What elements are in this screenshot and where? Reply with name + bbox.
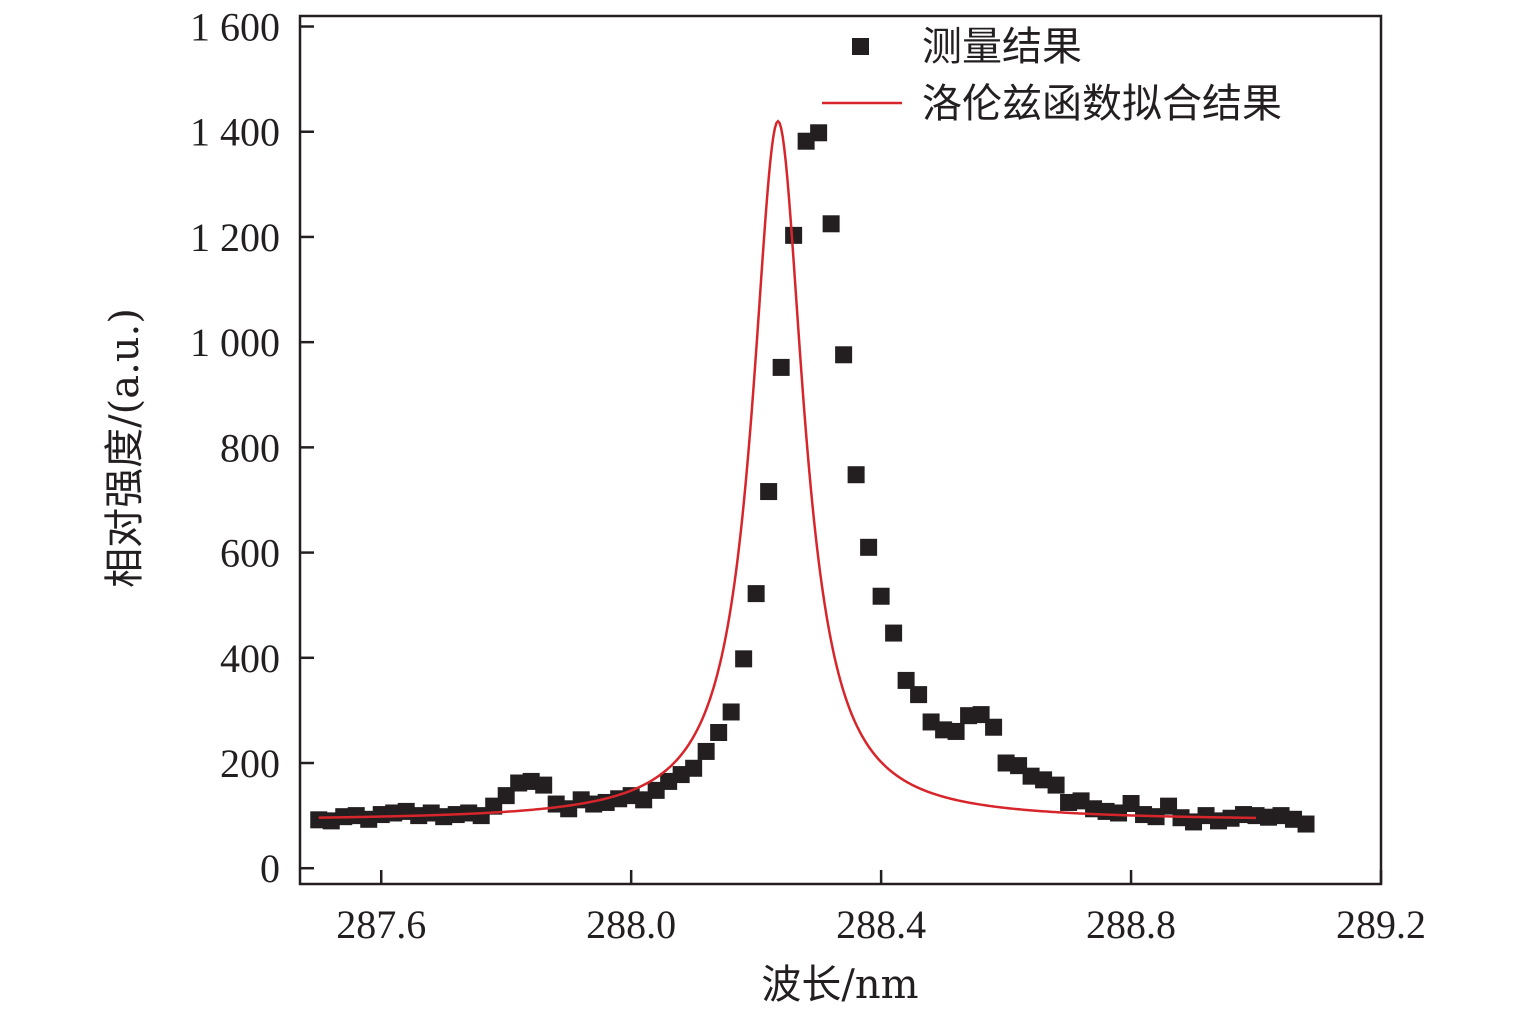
data-point: [722, 703, 740, 721]
data-point: [910, 686, 928, 704]
data-point: [747, 585, 765, 603]
data-point: [885, 624, 903, 642]
data-point: [810, 124, 828, 142]
data-point: [835, 346, 853, 364]
y-tick-label: 0: [260, 846, 280, 891]
data-point: [772, 358, 790, 376]
measured-series: [310, 124, 1315, 833]
data-point: [685, 759, 703, 777]
y-tick-label: 400: [220, 636, 280, 681]
data-point: [897, 671, 915, 689]
x-tick-label: 288.8: [1086, 902, 1176, 947]
data-point: [872, 587, 890, 605]
legend: 测量结果 洛伦兹函数拟合结果: [822, 24, 1282, 127]
data-point: [947, 722, 965, 740]
y-axis-title: 相对强度/(a.u.): [102, 308, 148, 588]
data-point: [1297, 815, 1315, 833]
data-point: [822, 215, 840, 233]
x-tick-label: 288.4: [836, 902, 926, 947]
plot-frame: [298, 14, 1383, 886]
x-tick-label: 288.0: [586, 902, 676, 947]
y-tick-label: 600: [220, 531, 280, 576]
data-point: [860, 538, 878, 556]
data-point: [697, 742, 715, 760]
legend-label-measured: 测量结果: [922, 24, 1082, 70]
data-point: [710, 723, 728, 741]
y-tick-label: 1 200: [190, 215, 280, 260]
data-point: [985, 718, 1003, 736]
data-point: [760, 483, 778, 501]
data-point: [785, 226, 803, 244]
x-tick-label: 287.6: [336, 902, 426, 947]
y-axis-ticks: 0 200 400 600 800 1 000 1 200 1 400 1 600: [190, 5, 314, 891]
fit-series: [318, 119, 1257, 820]
data-point: [735, 650, 753, 668]
y-tick-label: 1 000: [190, 320, 280, 365]
plot-border: [298, 14, 1383, 886]
x-axis-title: 波长/nm: [761, 962, 918, 1008]
y-tick-label: 200: [220, 741, 280, 786]
y-tick-label: 1 400: [190, 110, 280, 155]
legend-label-fit: 洛伦兹函数拟合结果: [922, 81, 1282, 127]
data-point: [1047, 776, 1065, 794]
legend-marker-measured: [852, 38, 869, 55]
fit-line: [318, 119, 1257, 820]
x-tick-label: 289.2: [1336, 902, 1426, 947]
data-point: [847, 466, 865, 484]
y-tick-label: 800: [220, 425, 280, 470]
x-axis-ticks: 287.6 288.0 288.4 288.8 289.2: [336, 870, 1426, 947]
y-tick-label: 1 600: [190, 5, 280, 50]
data-point: [535, 776, 553, 794]
